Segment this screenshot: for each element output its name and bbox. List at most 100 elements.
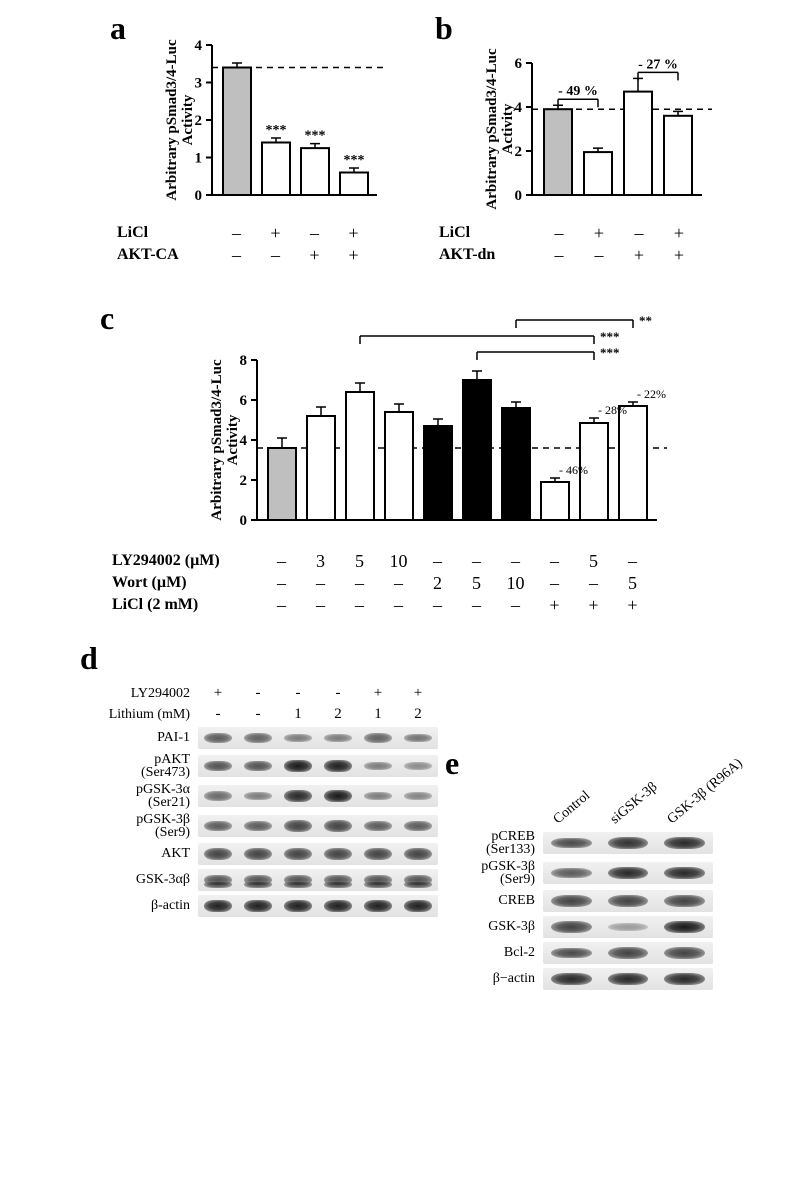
blot-protein-label: pAKT(Ser473) bbox=[90, 753, 198, 779]
chart-c: 02468Arbitrary pSmad3/4-LucActivity- 46%… bbox=[195, 300, 675, 545]
condition-value: – bbox=[340, 573, 379, 594]
condition-value: + bbox=[334, 223, 373, 244]
svg-text:***: *** bbox=[344, 153, 365, 168]
condition-value: + bbox=[659, 245, 699, 266]
band bbox=[204, 791, 233, 800]
band bbox=[324, 848, 353, 859]
blot-condition-value: - bbox=[278, 685, 318, 702]
condition-value: – bbox=[613, 551, 652, 572]
band bbox=[608, 895, 649, 906]
band bbox=[204, 733, 233, 743]
band bbox=[284, 820, 313, 831]
band bbox=[324, 760, 353, 773]
condition-value: – bbox=[301, 595, 340, 616]
condition-label: LiCl bbox=[117, 224, 217, 242]
blot-protein-label: CREB bbox=[445, 893, 543, 909]
blot-condition-value: + bbox=[358, 685, 398, 702]
band bbox=[608, 867, 649, 879]
panel-b-letter: b bbox=[435, 10, 453, 47]
condition-value: – bbox=[262, 595, 301, 616]
condition-value: + bbox=[579, 223, 619, 244]
band bbox=[244, 792, 273, 801]
band bbox=[204, 761, 233, 771]
band bbox=[364, 733, 393, 743]
condition-value: 5 bbox=[340, 551, 379, 572]
blot-protein-label: PAI-1 bbox=[90, 730, 198, 746]
condition-value: – bbox=[619, 223, 659, 244]
band bbox=[608, 837, 649, 849]
blot-strip bbox=[198, 843, 438, 865]
svg-text:6: 6 bbox=[515, 56, 523, 72]
blot-condition-value: - bbox=[238, 706, 278, 723]
blots-e: ControlsiGSK-3βGSK-3β (R96A)pCREB(Ser133… bbox=[445, 760, 755, 994]
band bbox=[608, 973, 649, 985]
condition-label: AKT-CA bbox=[117, 246, 217, 264]
svg-text:Arbitrary pSmad3/4-LucActivity: Arbitrary pSmad3/4-LucActivity bbox=[164, 39, 196, 201]
svg-text:- 46%: - 46% bbox=[559, 463, 588, 477]
blot-protein-label: pCREB(Ser133) bbox=[445, 830, 543, 856]
blots-d: LY294002+---++Lithium (mM)--1212PAI-1pAK… bbox=[90, 685, 440, 921]
condition-label: AKT-dn bbox=[439, 246, 539, 264]
svg-text:- 22%: - 22% bbox=[637, 387, 666, 401]
condition-value: – bbox=[579, 245, 619, 266]
blot-protein-label: GSK-3αβ bbox=[90, 872, 198, 888]
blot-strip bbox=[543, 832, 713, 854]
condition-value: – bbox=[457, 551, 496, 572]
blot-strip bbox=[198, 727, 438, 749]
condition-value: – bbox=[217, 245, 256, 266]
blot-condition-value: 2 bbox=[398, 706, 438, 723]
band bbox=[551, 973, 592, 985]
condition-value: + bbox=[295, 245, 334, 266]
band bbox=[364, 762, 393, 771]
blot-strip bbox=[543, 942, 713, 964]
condition-label: Wort (µM) bbox=[112, 574, 262, 592]
blot-strip bbox=[198, 869, 438, 891]
panel-a-letter: a bbox=[110, 10, 126, 47]
svg-text:0: 0 bbox=[240, 513, 248, 529]
band bbox=[404, 881, 433, 888]
band bbox=[551, 895, 592, 906]
blot-condition-value: 1 bbox=[278, 706, 318, 723]
band bbox=[551, 948, 592, 959]
panel-d-letter: d bbox=[80, 640, 98, 677]
band bbox=[244, 848, 273, 859]
band bbox=[551, 838, 592, 849]
blot-strip bbox=[198, 785, 438, 807]
blot-condition-value: 1 bbox=[358, 706, 398, 723]
blot-condition-label: Lithium (mM) bbox=[90, 707, 198, 723]
condition-value: + bbox=[619, 245, 659, 266]
blot-protein-label: pGSK-3β(Ser9) bbox=[90, 813, 198, 839]
band bbox=[204, 821, 233, 831]
band bbox=[324, 881, 353, 888]
svg-text:0: 0 bbox=[515, 188, 523, 204]
svg-text:- 27 %: - 27 % bbox=[638, 57, 678, 72]
band bbox=[664, 895, 705, 906]
svg-text:**: ** bbox=[639, 313, 652, 328]
band bbox=[364, 900, 393, 913]
blot-strip bbox=[543, 968, 713, 990]
condition-value: 10 bbox=[496, 573, 535, 594]
band bbox=[244, 821, 273, 831]
condition-value: 5 bbox=[574, 551, 613, 572]
condition-value: + bbox=[574, 595, 613, 616]
band bbox=[324, 734, 353, 743]
chart-a: 01234Arbitrary pSmad3/4-LucActivity*****… bbox=[150, 35, 390, 220]
svg-text:***: *** bbox=[266, 123, 287, 138]
band bbox=[664, 921, 705, 934]
band bbox=[404, 821, 433, 831]
band bbox=[364, 881, 393, 888]
condition-value: – bbox=[379, 595, 418, 616]
condition-value: – bbox=[535, 551, 574, 572]
band bbox=[664, 867, 705, 879]
blot-strip bbox=[198, 895, 438, 917]
band bbox=[364, 848, 393, 859]
condition-value: + bbox=[535, 595, 574, 616]
panel-c-letter: c bbox=[100, 300, 114, 337]
band bbox=[244, 881, 273, 888]
condition-value: – bbox=[496, 595, 535, 616]
band bbox=[364, 792, 393, 801]
band bbox=[404, 848, 433, 859]
svg-text:- 28%: - 28% bbox=[598, 403, 627, 417]
condition-value: – bbox=[418, 551, 457, 572]
blot-condition-value: + bbox=[198, 685, 238, 702]
